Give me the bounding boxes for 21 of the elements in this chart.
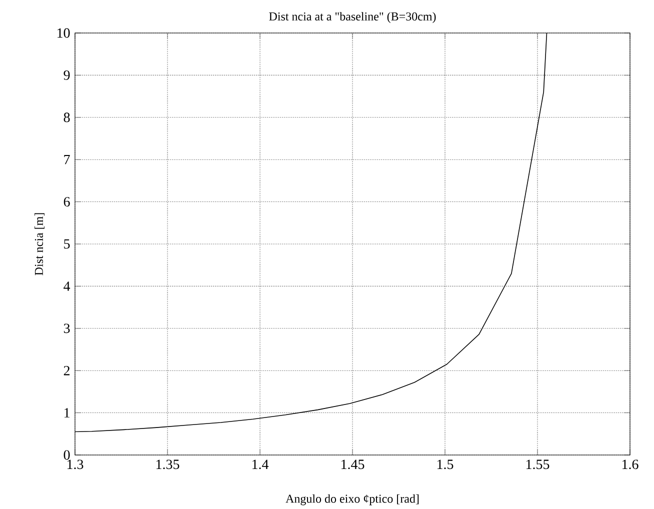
x-axis-title: Angulo do eixo ¢ptico [rad] bbox=[286, 494, 419, 506]
x-tick-label: 1.4 bbox=[252, 460, 269, 470]
x-tick-label: 1.55 bbox=[526, 460, 550, 470]
y-tick-label: 0 bbox=[64, 450, 70, 460]
x-tick-label: 1.35 bbox=[156, 460, 180, 470]
y-tick-label: 1 bbox=[64, 408, 70, 418]
y-tick-label: 6 bbox=[64, 197, 70, 206]
y-tick-label: 4 bbox=[64, 282, 70, 291]
y-tick-label: 2 bbox=[64, 366, 70, 376]
chart-title: Dist ncia at a "baseline" (B=30cm) bbox=[269, 12, 436, 23]
x-tick-label: 1.5 bbox=[437, 460, 454, 470]
x-tick-label: 1.6 bbox=[622, 460, 638, 470]
x-tick-label: 1.3 bbox=[67, 460, 84, 470]
y-tick-label: 10 bbox=[58, 28, 70, 38]
y-tick-label: 9 bbox=[64, 70, 70, 80]
y-tick-label: 3 bbox=[64, 324, 70, 334]
y-tick-label: 7 bbox=[64, 155, 70, 164]
y-tick-label: 5 bbox=[64, 239, 70, 249]
y-tick-label: 8 bbox=[64, 112, 70, 122]
y-axis-title: Dist ncia [m] bbox=[34, 213, 44, 276]
x-tick-label: 1.45 bbox=[341, 460, 364, 470]
